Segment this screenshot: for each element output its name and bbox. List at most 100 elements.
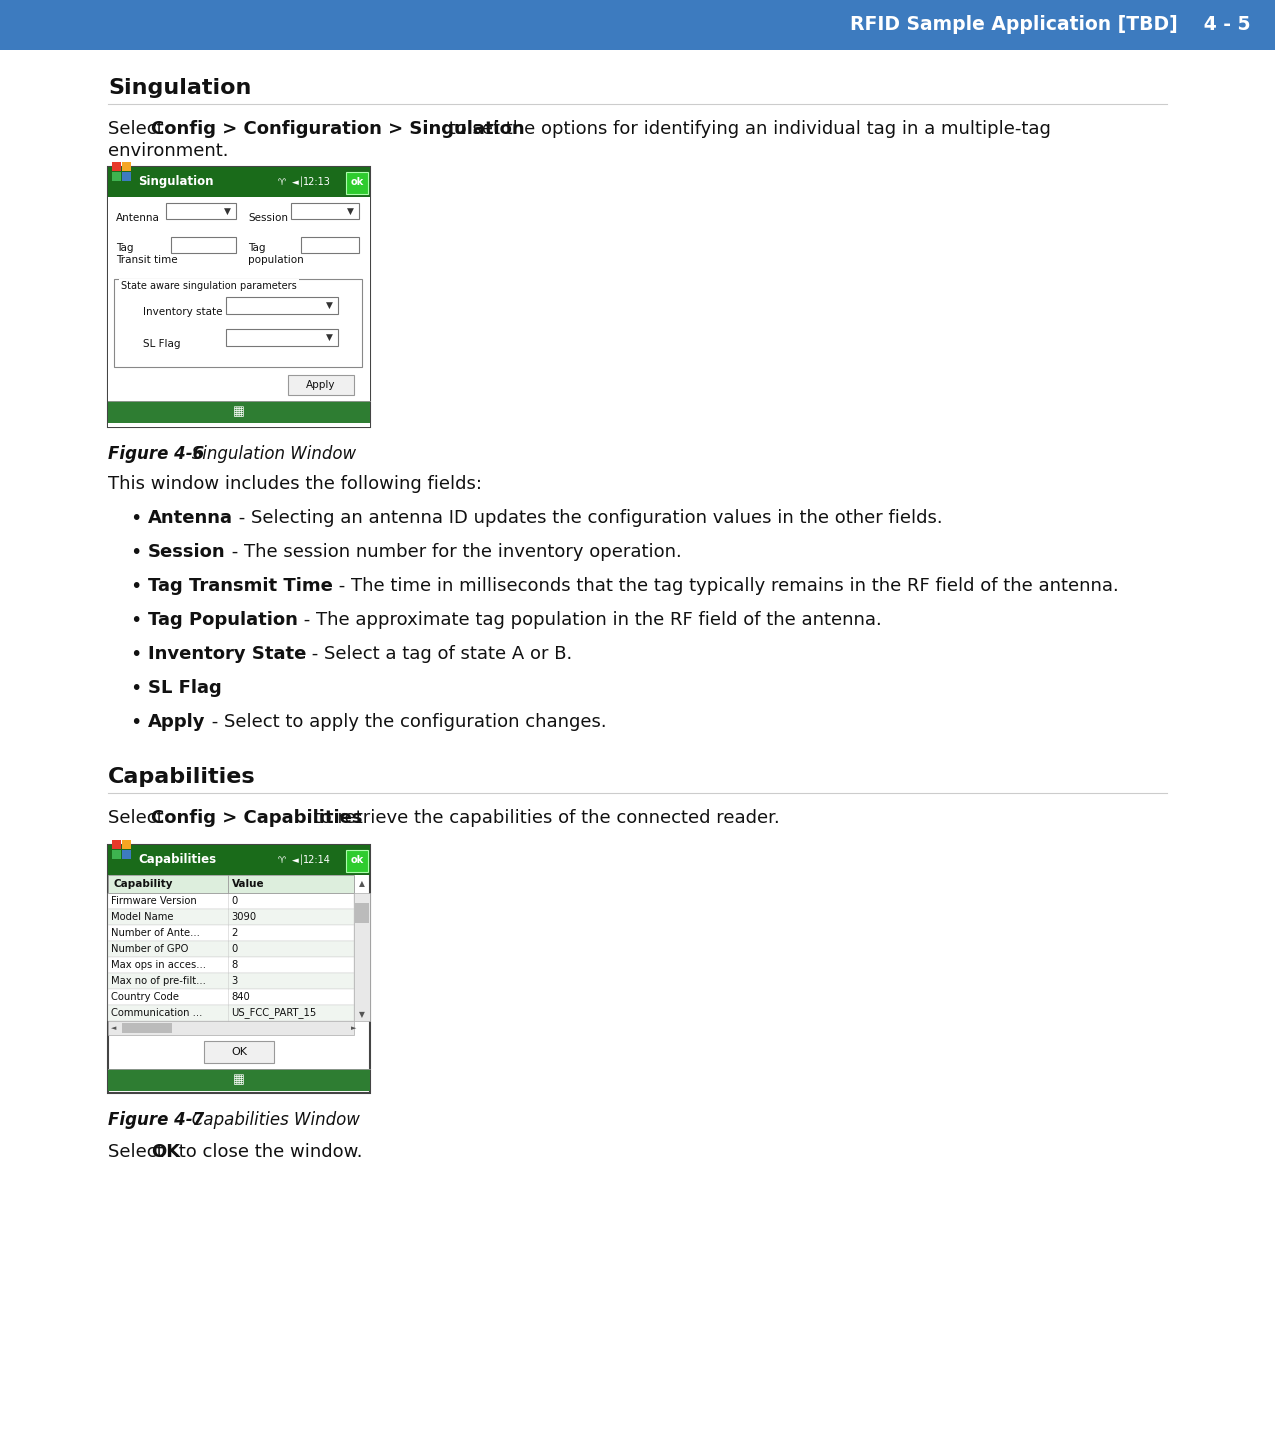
Bar: [108, 1021, 354, 1035]
Bar: [122, 851, 131, 859]
Bar: [108, 845, 370, 1093]
Text: OK: OK: [231, 1047, 247, 1057]
Text: Country Code: Country Code: [111, 992, 179, 1002]
Text: - Select to apply the configuration changes.: - Select to apply the configuration chan…: [205, 712, 606, 731]
Text: Config > Configuration > Singulation: Config > Configuration > Singulation: [150, 121, 524, 138]
Text: Session: Session: [148, 542, 226, 561]
Text: ♈  ◄│: ♈ ◄│: [278, 855, 305, 865]
Text: ♈  ◄│: ♈ ◄│: [278, 176, 305, 188]
Text: Number of GPO: Number of GPO: [111, 944, 189, 954]
Text: ▦: ▦: [233, 406, 245, 419]
Text: •: •: [130, 679, 142, 698]
Text: - Select a tag of state A or B.: - Select a tag of state A or B.: [306, 646, 572, 663]
Text: to set the options for identifying an individual tag in a multiple-tag: to set the options for identifying an in…: [442, 121, 1051, 138]
Text: Value: Value: [232, 880, 265, 888]
Text: - The session number for the inventory operation.: - The session number for the inventory o…: [226, 542, 681, 561]
Bar: [112, 840, 121, 849]
Text: - Selecting an antenna ID updates the configuration values in the other fields.: - Selecting an antenna ID updates the co…: [233, 509, 942, 526]
Bar: [166, 204, 236, 220]
Text: ▼: ▼: [360, 1011, 365, 1019]
Text: 2: 2: [231, 928, 237, 938]
Text: Figure 4-6: Figure 4-6: [108, 445, 204, 462]
Bar: [108, 925, 354, 941]
Text: US_FCC_PART_15: US_FCC_PART_15: [231, 1008, 316, 1018]
Bar: [108, 1005, 354, 1021]
Bar: [108, 973, 354, 989]
Bar: [108, 196, 370, 427]
Text: Tag: Tag: [249, 243, 265, 253]
Bar: [108, 909, 354, 925]
Bar: [108, 875, 354, 893]
Text: Firmware Version: Firmware Version: [111, 896, 196, 906]
Text: Inventory state: Inventory state: [143, 307, 223, 317]
Text: Capability: Capability: [113, 880, 172, 888]
Bar: [112, 172, 121, 180]
Text: Model Name: Model Name: [111, 912, 173, 922]
Text: Transit time: Transit time: [116, 254, 177, 265]
Bar: [108, 401, 370, 423]
Text: Figure 4-7: Figure 4-7: [108, 1111, 204, 1128]
Text: •: •: [130, 509, 142, 528]
Text: 0: 0: [231, 944, 237, 954]
Text: Apply: Apply: [148, 712, 205, 731]
Text: Number of Ante...: Number of Ante...: [111, 928, 200, 938]
Bar: [108, 941, 354, 957]
Text: OK: OK: [150, 1143, 180, 1160]
Bar: [108, 957, 354, 973]
Text: 0: 0: [231, 896, 237, 906]
Bar: [122, 1024, 172, 1032]
Text: ►: ►: [351, 1025, 357, 1031]
Text: RFID Sample Application [TBD]    4 - 5: RFID Sample Application [TBD] 4 - 5: [849, 16, 1250, 35]
Bar: [112, 851, 121, 859]
Text: Antenna: Antenna: [148, 509, 233, 526]
Bar: [346, 851, 368, 872]
Text: ▼: ▼: [224, 206, 231, 215]
Text: Tag Transmit Time: Tag Transmit Time: [148, 577, 333, 595]
Bar: [354, 903, 368, 923]
Text: Singulation: Singulation: [138, 176, 213, 189]
Text: 12:14: 12:14: [303, 855, 332, 865]
Text: Capabilities: Capabilities: [108, 768, 255, 787]
Bar: [122, 840, 131, 849]
Text: to close the window.: to close the window.: [173, 1143, 362, 1160]
Bar: [108, 1069, 370, 1090]
Text: Capabilities Window: Capabilities Window: [176, 1111, 360, 1128]
Text: population: population: [249, 254, 303, 265]
Text: 12:13: 12:13: [303, 177, 332, 188]
Text: ok: ok: [351, 855, 363, 865]
Text: State aware singulation parameters: State aware singulation parameters: [121, 281, 297, 291]
Text: Session: Session: [249, 212, 288, 222]
Bar: [0, 0, 1275, 49]
Text: - The approximate tag population in the RF field of the antenna.: - The approximate tag population in the …: [298, 611, 881, 630]
Text: SL Flag: SL Flag: [148, 679, 222, 696]
Text: - The time in milliseconds that the tag typically remains in the RF field of the: - The time in milliseconds that the tag …: [333, 577, 1118, 595]
Text: environment.: environment.: [108, 142, 228, 160]
Text: •: •: [130, 542, 142, 563]
Text: Max no of pre-filt...: Max no of pre-filt...: [111, 976, 205, 986]
Text: Antenna: Antenna: [116, 212, 159, 222]
Text: ▼: ▼: [326, 301, 333, 310]
Bar: [291, 204, 360, 220]
Bar: [171, 237, 236, 253]
Bar: [108, 845, 370, 875]
Bar: [301, 237, 360, 253]
Bar: [112, 161, 121, 172]
Text: ▦: ▦: [233, 1073, 245, 1086]
Text: Tag: Tag: [116, 243, 134, 253]
Text: •: •: [130, 611, 142, 630]
Text: ▲: ▲: [360, 880, 365, 888]
Bar: [108, 989, 354, 1005]
Text: 8: 8: [231, 960, 237, 970]
Text: 3: 3: [231, 976, 237, 986]
Text: to retrieve the capabilities of the connected reader.: to retrieve the capabilities of the conn…: [309, 808, 780, 827]
Bar: [226, 297, 338, 314]
Text: •: •: [130, 646, 142, 664]
Bar: [108, 167, 370, 196]
Text: 3090: 3090: [231, 912, 256, 922]
Bar: [113, 279, 362, 366]
Text: 840: 840: [231, 992, 250, 1002]
Text: This window includes the following fields:: This window includes the following field…: [108, 475, 482, 493]
Text: Communication ...: Communication ...: [111, 1008, 203, 1018]
Bar: [288, 375, 354, 395]
Text: •: •: [130, 712, 142, 731]
